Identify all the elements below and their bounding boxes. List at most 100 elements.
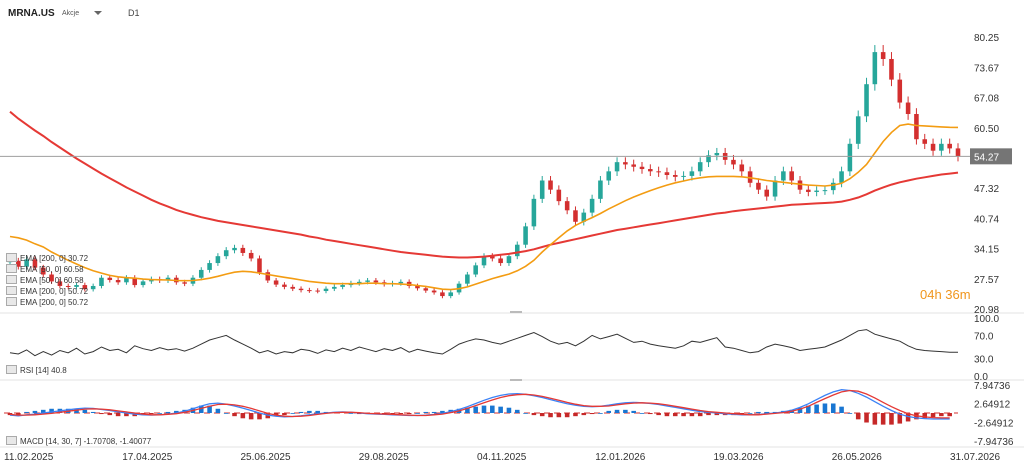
indicator-settings-icon[interactable] xyxy=(6,365,17,374)
legend-item[interactable]: RSI [14] 40.8 xyxy=(6,365,67,376)
macd-histogram-bar xyxy=(714,413,720,416)
macd-histogram-bar xyxy=(589,413,595,415)
y-tick-label: 47.32 xyxy=(974,184,999,195)
candle-body xyxy=(897,79,903,103)
candle-body xyxy=(872,52,878,85)
indicator-settings-icon[interactable] xyxy=(6,436,17,445)
candle-body xyxy=(706,155,711,163)
candle-body xyxy=(855,116,861,144)
candle-body xyxy=(681,175,686,177)
legend-item[interactable]: EMA [200, 0] 30.72 xyxy=(6,253,88,264)
macd-histogram-bar xyxy=(706,413,711,416)
macd-histogram-bar xyxy=(930,413,936,418)
macd-histogram-bar xyxy=(872,413,878,425)
symbol-dropdown-icon[interactable] xyxy=(88,9,102,20)
macd-histogram-bar xyxy=(556,413,562,418)
candle-body xyxy=(248,252,254,259)
macd-histogram-bar xyxy=(664,413,670,417)
x-tick-label: 25.06.2025 xyxy=(241,452,291,463)
y-tick-label: 20.98 xyxy=(974,305,999,316)
candle-body xyxy=(398,281,404,284)
candle-body xyxy=(373,280,379,283)
macd-histogram-bar xyxy=(498,406,503,413)
rsi-tick-label: 30.0 xyxy=(974,355,994,366)
y-tick-label: 27.57 xyxy=(974,275,999,286)
candle-body xyxy=(165,277,171,281)
macd-histogram-bar xyxy=(539,413,545,417)
indicator-settings-icon[interactable] xyxy=(6,264,17,273)
candle-body xyxy=(889,58,894,80)
macd-histogram-bar xyxy=(897,413,903,424)
timeframe-selector[interactable]: D1 xyxy=(128,8,140,18)
legend-item[interactable]: MACD [14, 30, 7] -1.70708, -1.40077 xyxy=(6,436,151,447)
candle-body xyxy=(90,285,96,290)
macd-histogram-bar xyxy=(298,411,304,413)
candle-body xyxy=(614,162,620,172)
candle-body xyxy=(922,139,928,144)
indicator-settings-icon[interactable] xyxy=(6,253,17,262)
legend-item[interactable]: EMA [200, 0] 50.72 xyxy=(6,286,88,297)
candle-body xyxy=(273,280,279,285)
macd-histogram-bar xyxy=(165,411,171,413)
candle-body xyxy=(207,263,212,270)
symbol-text: MRNA.US xyxy=(8,8,55,19)
candle-countdown: 04h 36m xyxy=(920,287,971,302)
macd-histogram-bar xyxy=(681,413,686,417)
macd-histogram-bar xyxy=(481,405,487,413)
candle-body xyxy=(356,281,362,284)
candle-body xyxy=(82,285,88,290)
candle-body xyxy=(556,189,562,202)
candle-body xyxy=(124,277,129,283)
legend-item[interactable]: EMA [50, 0] 60.58 xyxy=(6,264,88,275)
macd-histogram-bar xyxy=(115,413,121,417)
legend-item[interactable]: EMA [50, 0] 60.58 xyxy=(6,275,88,286)
macd-histogram-bar xyxy=(855,413,861,420)
macd-histogram-bar xyxy=(174,410,179,413)
macd-histogram-bar xyxy=(889,413,894,425)
legend-item[interactable]: EMA [200, 0] 50.72 xyxy=(6,297,88,308)
macd-histogram-bar xyxy=(107,413,113,416)
macd-histogram-bar xyxy=(697,413,703,417)
candle-body xyxy=(822,190,828,192)
candle-body xyxy=(539,180,545,199)
y-tick-label: 34.15 xyxy=(974,245,999,256)
candle-body xyxy=(864,84,869,117)
candle-body xyxy=(423,288,429,291)
candle-body xyxy=(714,152,720,156)
macd-histogram-bar xyxy=(506,407,512,413)
candle-body xyxy=(332,286,337,289)
macd-histogram-bar xyxy=(149,413,154,415)
candle-body xyxy=(498,258,503,264)
legend-text: EMA [200, 0] 30.72 xyxy=(20,254,89,263)
rsi-tick-label: 70.0 xyxy=(974,331,994,342)
candle-body xyxy=(689,171,695,176)
candle-body xyxy=(606,171,612,181)
indicator-settings-icon[interactable] xyxy=(6,286,17,295)
macd-histogram-bar xyxy=(573,413,578,417)
candle-body xyxy=(548,180,553,190)
x-tick-label: 31.07.2026 xyxy=(950,452,1000,463)
y-tick-label: 73.67 xyxy=(974,63,999,74)
macd-legend: MACD [14, 30, 7] -1.70708, -1.40077 xyxy=(6,436,151,447)
indicator-settings-icon[interactable] xyxy=(6,275,17,284)
y-tick-label: 80.25 xyxy=(974,33,999,44)
candle-body xyxy=(40,267,46,275)
candle-body xyxy=(65,285,71,287)
indicator-settings-icon[interactable] xyxy=(6,297,17,306)
legend-text: RSI [14] 40.8 xyxy=(20,366,67,375)
macd-histogram-bar xyxy=(689,413,695,417)
x-tick-label: 26.05.2026 xyxy=(832,452,882,463)
candle-body xyxy=(57,281,63,286)
legend-text: MACD [14, 30, 7] -1.70708, -1.40077 xyxy=(20,437,152,446)
candle-body xyxy=(215,256,221,264)
macd-histogram-bar xyxy=(922,413,928,419)
candle-body xyxy=(756,182,761,190)
macd-histogram-bar xyxy=(880,413,886,425)
candle-body xyxy=(307,290,312,292)
candle-body xyxy=(939,143,944,151)
candle-body xyxy=(24,259,29,267)
symbol-label[interactable]: MRNA.US xyxy=(8,8,55,19)
candle-body xyxy=(182,282,187,284)
candle-body xyxy=(914,114,919,140)
candle-body xyxy=(623,162,628,165)
